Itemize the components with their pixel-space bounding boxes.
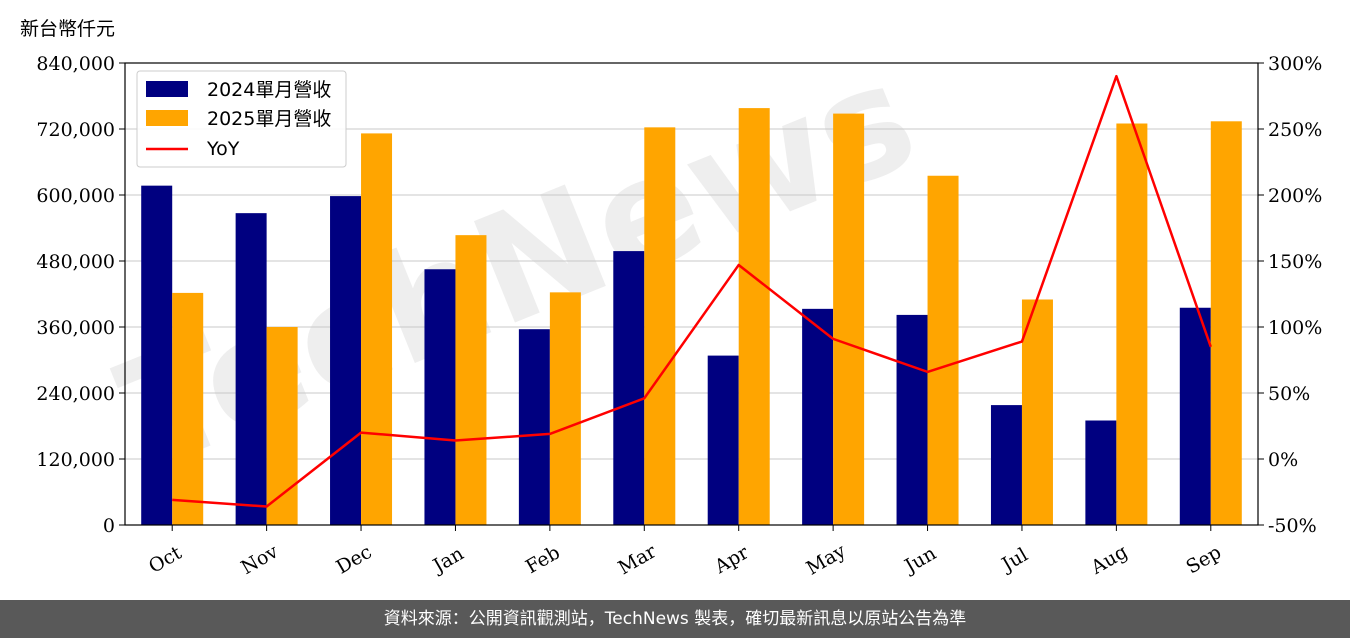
bar-2025: [455, 235, 487, 525]
bar-2025: [172, 292, 204, 525]
x-tick-label: Jul: [996, 544, 1031, 577]
bar-2024: [990, 405, 1022, 525]
x-tick-label: Jan: [428, 542, 468, 578]
source-footer: 資料來源：公開資訊觀測站，TechNews 製表，確切最新訊息以原站公告為準: [0, 600, 1350, 638]
x-tick-label: Dec: [332, 541, 375, 579]
y-tick-label: 480,000: [36, 251, 115, 273]
yoy-line: [172, 74, 1212, 508]
unit-label: 新台幣仟元: [20, 18, 116, 40]
y2-tick-label: 300%: [1268, 53, 1322, 75]
x-tick-label: Jun: [899, 542, 940, 578]
legend-label-2025: 2025單月營收: [207, 108, 331, 130]
bar-2024: [518, 329, 550, 525]
bars: [141, 108, 1242, 526]
legend-swatch-2024: [146, 81, 188, 97]
x-tick-label: Nov: [237, 540, 282, 579]
legend: 2024單月營收 2025單月營收 YoY: [136, 70, 347, 168]
x-tick-label: Apr: [710, 541, 753, 578]
revenue-chart: TechNews 0120,000240,000360,000480,00060…: [36, 29, 1322, 580]
y2-tick-label: 150%: [1268, 251, 1322, 273]
x-tick-label: Mar: [615, 540, 661, 579]
bar-2024: [330, 196, 362, 525]
x-tick-label: May: [803, 540, 850, 580]
bar-2025: [549, 292, 581, 525]
bar-2025: [927, 175, 959, 525]
bar-2025: [1210, 121, 1242, 526]
x-tick-label: Sep: [1183, 541, 1226, 578]
legend-swatch-2025: [146, 110, 188, 126]
y2-tick-label: -50%: [1268, 515, 1317, 537]
legend-label-yoy: YoY: [206, 138, 240, 160]
y-tick-label: 840,000: [36, 53, 115, 75]
x-tick-label: Feb: [522, 541, 564, 578]
bar-2024: [613, 251, 645, 525]
plot-frame: [124, 62, 1259, 526]
bar-2024: [896, 314, 928, 525]
y-tick-label: 360,000: [36, 317, 115, 339]
bar-2024: [1179, 307, 1211, 525]
bar-2024: [802, 308, 834, 525]
bar-2024: [1085, 420, 1117, 525]
bar-2025: [738, 108, 770, 525]
bar-2024: [707, 355, 739, 525]
bar-2025: [361, 133, 393, 525]
y2-tick-label: 250%: [1268, 119, 1322, 141]
bar-2024: [141, 185, 173, 525]
bar-2025: [266, 327, 298, 525]
y-tick-label: 720,000: [36, 119, 115, 141]
bar-2025: [1021, 299, 1053, 525]
yoy-line-layer: [172, 74, 1212, 508]
bar-2024: [424, 269, 456, 525]
y-tick-label: 120,000: [36, 449, 115, 471]
bar-2025: [644, 127, 676, 525]
y2-tick-label: 200%: [1268, 185, 1322, 207]
x-tick-label: Oct: [145, 542, 186, 578]
bar-2025: [833, 113, 865, 525]
y-tick-label: 0: [103, 515, 115, 537]
legend-box: [136, 70, 347, 168]
y2-tick-label: 50%: [1268, 383, 1310, 405]
y-tick-label: 600,000: [36, 185, 115, 207]
bar-2024: [235, 213, 267, 525]
y-tick-label: 240,000: [36, 383, 115, 405]
bar-2025: [1116, 123, 1148, 525]
x-tick-label: Aug: [1087, 541, 1132, 580]
y2-tick-label: 0%: [1268, 449, 1298, 471]
y2-tick-label: 100%: [1268, 317, 1322, 339]
legend-label-2024: 2024單月營收: [207, 79, 331, 101]
